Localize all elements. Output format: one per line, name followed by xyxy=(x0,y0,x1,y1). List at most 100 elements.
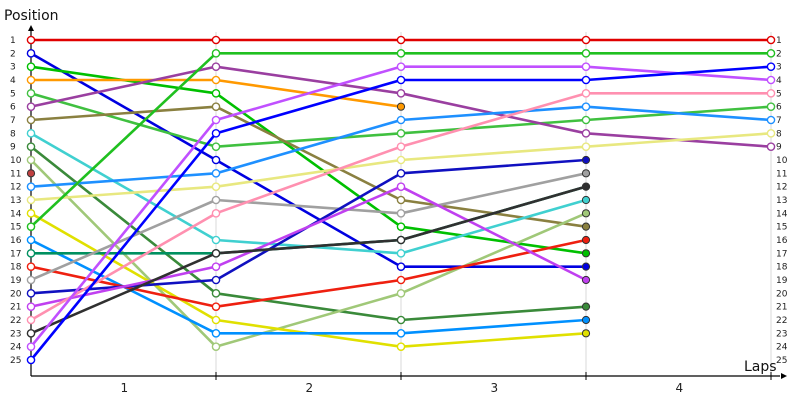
y-tick-label-left: 1 xyxy=(10,36,16,46)
data-point xyxy=(581,182,591,191)
data-point xyxy=(26,182,36,191)
y-tick-label-right: 10 xyxy=(776,156,788,166)
data-point xyxy=(211,35,221,45)
data-point xyxy=(396,329,406,338)
data-point xyxy=(581,75,591,85)
data-point xyxy=(581,89,591,98)
data-point xyxy=(26,142,36,151)
data-point xyxy=(211,249,221,258)
data-point xyxy=(26,329,36,338)
data-point xyxy=(581,249,591,258)
data-point xyxy=(396,62,406,71)
data-point xyxy=(211,89,221,98)
y-tick-label-right: 14 xyxy=(776,209,788,219)
y-tick-label-left: 21 xyxy=(10,303,21,313)
y-tick-label-right: 1 xyxy=(776,36,782,46)
data-point xyxy=(26,289,36,298)
data-point xyxy=(396,49,406,58)
data-point xyxy=(581,49,591,58)
data-point xyxy=(26,275,36,285)
y-tick-label-left: 12 xyxy=(10,183,21,193)
data-point xyxy=(581,262,591,271)
data-point xyxy=(26,49,36,58)
data-point xyxy=(396,289,406,298)
y-tick-label-right: 21 xyxy=(776,303,787,313)
data-point xyxy=(396,142,406,151)
y-tick-label-right: 18 xyxy=(776,263,788,273)
data-point xyxy=(581,275,591,285)
data-point xyxy=(396,262,406,271)
y-tick-label-left: 14 xyxy=(10,209,22,219)
y-tick-label-left: 4 xyxy=(10,76,16,86)
y-tick-label-left: 20 xyxy=(10,289,22,299)
y-tick-label-left: 11 xyxy=(10,169,21,179)
data-point xyxy=(211,155,221,165)
data-point xyxy=(581,129,591,138)
y-tick-label-left: 10 xyxy=(10,156,22,166)
y-axis-title: Position xyxy=(4,8,59,24)
y-tick-label-right: 6 xyxy=(776,103,782,113)
data-point xyxy=(581,169,591,178)
y-tick-label-left: 3 xyxy=(10,63,16,73)
data-point xyxy=(26,342,36,351)
data-point xyxy=(766,49,776,58)
data-point xyxy=(211,195,221,205)
data-point xyxy=(26,129,36,138)
data-point xyxy=(211,262,221,271)
data-point xyxy=(26,35,36,45)
data-point xyxy=(396,129,406,138)
x-tick-label: 2 xyxy=(306,381,314,395)
data-point xyxy=(26,195,36,205)
data-point xyxy=(396,35,406,45)
data-point xyxy=(26,262,36,271)
y-tick-label-left: 19 xyxy=(10,276,22,286)
data-point xyxy=(396,102,406,111)
data-point xyxy=(396,209,406,218)
data-point xyxy=(26,249,36,258)
data-point xyxy=(766,35,776,45)
data-point xyxy=(211,315,221,325)
data-point xyxy=(211,235,221,245)
y-tick-label-right: 19 xyxy=(776,276,788,286)
data-point xyxy=(211,209,221,218)
y-tick-label-right: 16 xyxy=(776,236,788,246)
y-tick-label-left: 5 xyxy=(10,89,16,99)
x-axis-title: Laps xyxy=(744,359,777,375)
y-tick-label-left: 25 xyxy=(10,356,21,366)
data-point xyxy=(26,89,36,98)
y-tick-label-right: 25 xyxy=(776,356,787,366)
x-tick-label: 4 xyxy=(676,381,684,395)
data-point xyxy=(211,62,221,71)
data-point xyxy=(396,342,406,351)
data-point xyxy=(766,102,776,111)
data-point xyxy=(396,169,406,178)
data-point xyxy=(396,115,406,125)
y-tick-label-right: 24 xyxy=(776,343,788,353)
data-point xyxy=(211,182,221,191)
x-axis-arrow xyxy=(781,373,787,379)
data-point xyxy=(581,315,591,325)
y-tick-label-right: 11 xyxy=(776,169,787,179)
data-point xyxy=(396,275,406,285)
y-tick-label-right: 2 xyxy=(776,49,782,59)
data-point xyxy=(581,222,591,231)
data-point xyxy=(211,275,221,285)
data-point xyxy=(581,235,591,245)
series-line xyxy=(30,185,587,308)
data-point xyxy=(26,315,36,325)
x-tick-label: 1 xyxy=(121,381,129,395)
data-point xyxy=(26,102,36,111)
data-point xyxy=(581,302,591,311)
data-point xyxy=(766,115,776,125)
data-point xyxy=(396,235,406,245)
grid xyxy=(215,32,772,376)
y-tick-label-right: 7 xyxy=(776,116,782,126)
data-point xyxy=(396,195,406,205)
data-point xyxy=(581,35,591,45)
y-tick-label-right: 3 xyxy=(776,63,782,73)
y-tick-label-left: 8 xyxy=(10,129,16,139)
data-point xyxy=(766,129,776,138)
data-point xyxy=(766,142,776,151)
data-point xyxy=(211,75,221,85)
